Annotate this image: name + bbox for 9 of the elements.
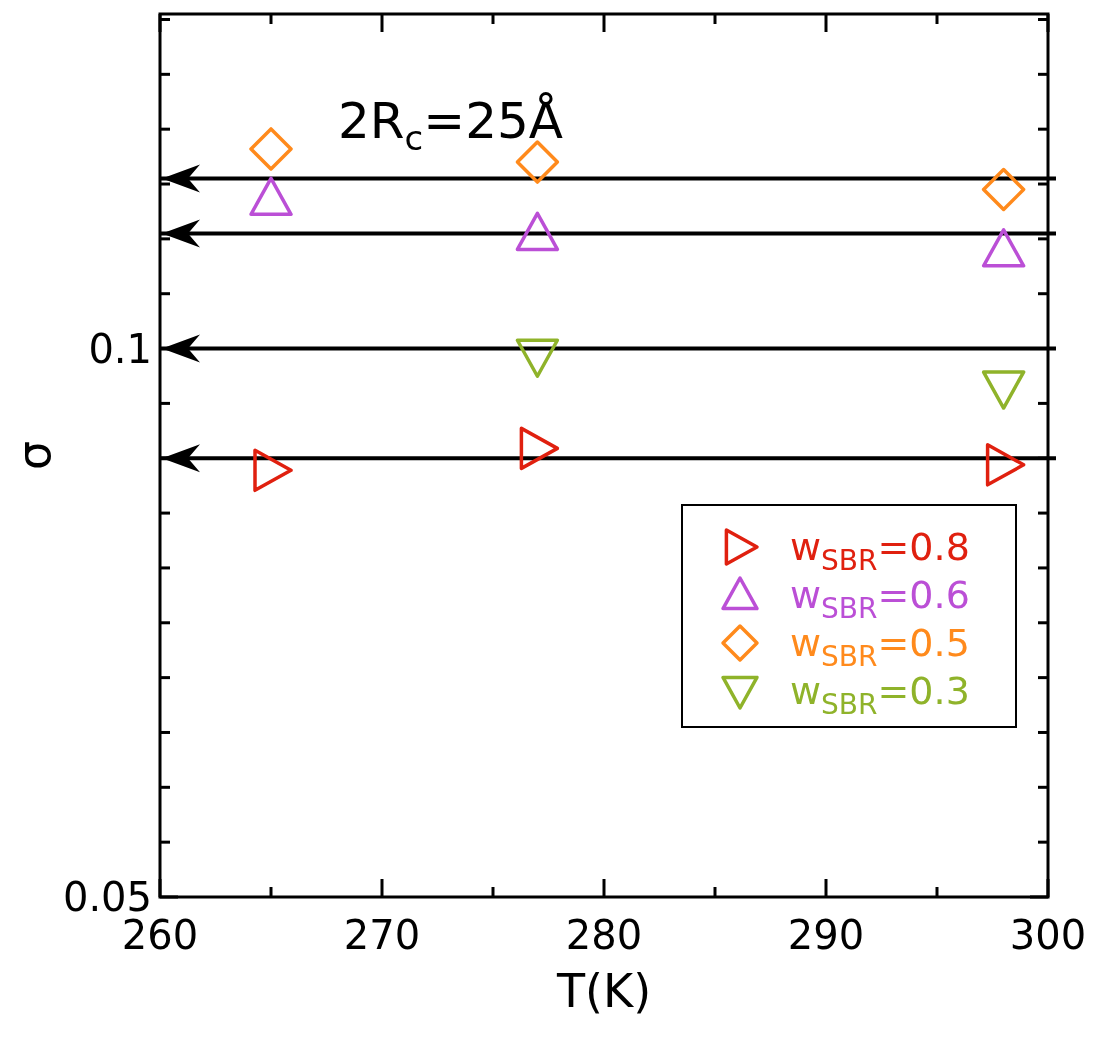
x-tick-label: 300 (1009, 912, 1087, 958)
x-tick-label: 270 (343, 912, 421, 958)
annotation: 2R$_{c}$=25Å (338, 92, 563, 158)
y-axis-title: σ (7, 440, 61, 471)
x-tick-label: 280 (565, 912, 643, 958)
x-tick-label: 290 (787, 912, 865, 958)
x-axis-title: T(K) (555, 964, 652, 1018)
y-tick-label: 0.1 (88, 325, 152, 372)
x-tick-label: 260 (121, 912, 199, 958)
